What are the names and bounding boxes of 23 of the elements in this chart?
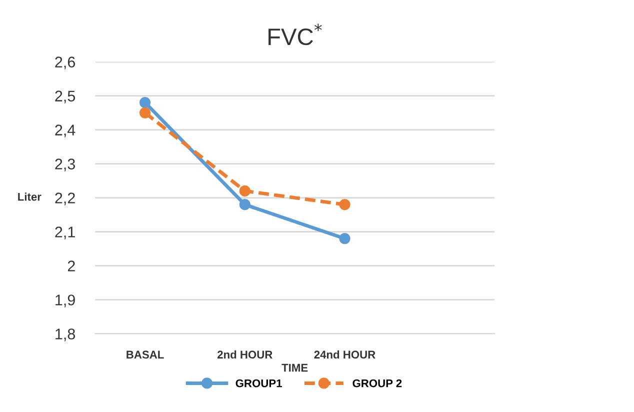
x-tick-label: 24nd HOUR — [314, 350, 376, 359]
y-axis-title: Liter — [18, 192, 42, 201]
y-tick-label: 2,4 — [55, 124, 76, 138]
x-tick-label: 2nd HOUR — [217, 350, 272, 359]
y-tick-label: 2,5 — [55, 90, 76, 104]
x-axis-title: TIME — [282, 364, 308, 372]
y-tick-label: 1,8 — [56, 328, 75, 342]
y-tick-label: 2 — [68, 260, 75, 272]
legend-label: GROUP1 — [236, 379, 282, 388]
point — [139, 97, 151, 108]
point — [139, 107, 151, 118]
point — [339, 199, 350, 210]
y-tick-label: 1,9 — [56, 294, 75, 308]
y-tick-label: 2,6 — [55, 56, 75, 70]
y-tick-label: 2,3 — [55, 158, 75, 172]
chart-title: FVC$^{*}$ — [268, 24, 322, 46]
point — [239, 185, 250, 197]
point — [239, 199, 250, 210]
point — [339, 232, 350, 244]
y-tick-label: 2,2 — [55, 192, 75, 206]
y-tick-label: 2,1 — [55, 226, 75, 240]
x-tick-label: BASAL — [126, 350, 164, 359]
legend-label: GROUP 2 — [352, 379, 402, 388]
